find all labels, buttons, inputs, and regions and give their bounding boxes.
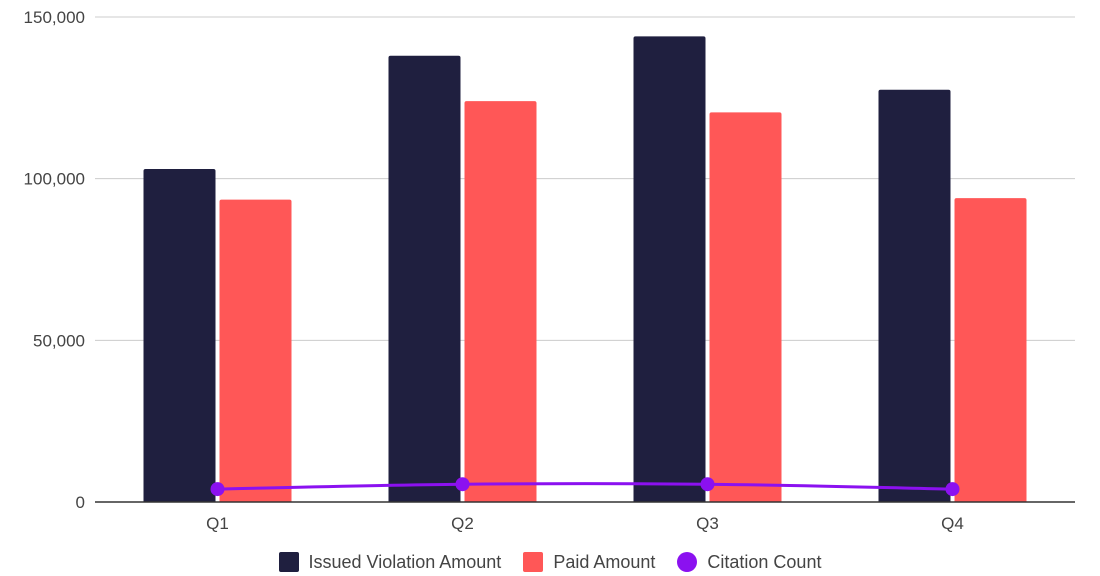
legend-item-paid: Paid Amount bbox=[523, 552, 655, 573]
bar-paid-q1 bbox=[219, 199, 292, 502]
legend-swatch-paid bbox=[523, 552, 544, 572]
x-tick-label: Q2 bbox=[451, 514, 474, 533]
legend-swatch-citations bbox=[677, 552, 698, 572]
citation-point-q4 bbox=[945, 482, 960, 497]
y-tick-label: 0 bbox=[76, 493, 85, 512]
x-axis-ticks: Q1 Q2 Q3 Q4 bbox=[206, 514, 964, 533]
legend-item-issued: Issued Violation Amount bbox=[278, 551, 502, 573]
citation-point-q2 bbox=[455, 477, 470, 492]
citation-point-q1 bbox=[210, 482, 225, 497]
bar-paid-q4 bbox=[954, 198, 1027, 503]
bar-issued-q1 bbox=[143, 168, 216, 502]
bars bbox=[143, 36, 1027, 503]
legend-label-citations: Citation Count bbox=[707, 551, 822, 572]
legend-label-issued: Issued Violation Amount bbox=[308, 551, 502, 572]
bar-issued-q2 bbox=[388, 55, 461, 503]
x-tick-label: Q1 bbox=[206, 514, 229, 533]
y-tick-label: 50,000 bbox=[33, 331, 85, 350]
y-tick-label: 100,000 bbox=[24, 170, 85, 189]
bar-paid-q3 bbox=[709, 112, 782, 502]
bar-issued-q3 bbox=[633, 36, 706, 503]
y-tick-label: 150,000 bbox=[24, 8, 85, 27]
citation-count-line bbox=[217, 482, 953, 491]
citation-point-q3 bbox=[700, 477, 715, 492]
y-axis-ticks: 0 50,000 100,000 150,000 bbox=[24, 8, 85, 512]
bar-paid-q2 bbox=[464, 101, 537, 503]
bar-issued-q4 bbox=[878, 89, 951, 502]
legend-item-citations: Citation Count bbox=[677, 552, 821, 573]
x-tick-label: Q4 bbox=[941, 514, 964, 533]
x-tick-label: Q3 bbox=[696, 514, 719, 533]
legend: Issued Violation Amount Paid Amount Cita… bbox=[0, 548, 1100, 576]
citation-line bbox=[210, 477, 960, 497]
legend-swatch-issued bbox=[278, 552, 299, 572]
legend-label-paid: Paid Amount bbox=[553, 551, 656, 572]
